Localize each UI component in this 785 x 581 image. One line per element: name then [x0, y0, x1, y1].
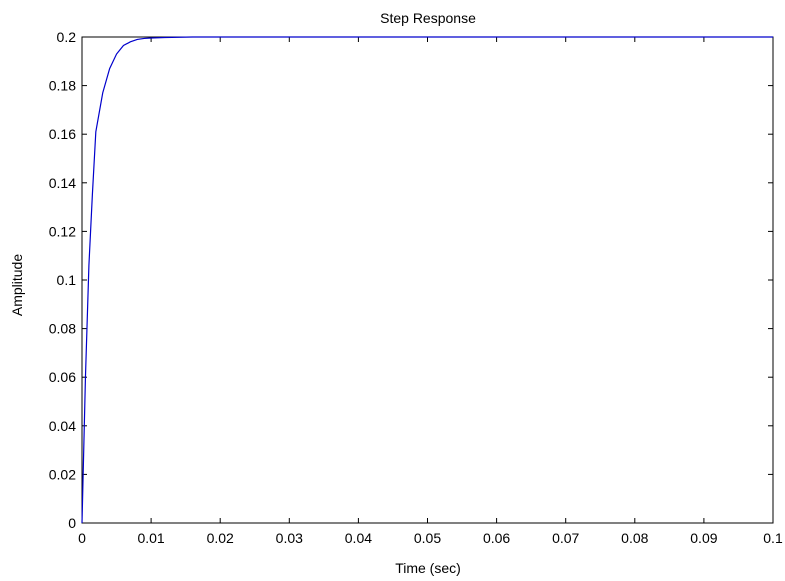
y-tick-label: 0.14 [49, 175, 76, 191]
x-tick-label: 0.04 [345, 530, 372, 546]
x-tick-label: 0.08 [621, 530, 648, 546]
y-tick-label: 0.1 [57, 272, 77, 288]
y-tick-label: 0.18 [49, 78, 76, 94]
x-tick-label: 0.05 [414, 530, 441, 546]
y-tick-label: 0.06 [49, 369, 76, 385]
y-tick-label: 0.12 [49, 223, 76, 239]
x-tick-label: 0.01 [137, 530, 164, 546]
x-tick-label: 0.1 [763, 530, 783, 546]
x-tick-label: 0.07 [552, 530, 579, 546]
x-tick-label: 0.02 [207, 530, 234, 546]
series-line-0 [81, 36, 773, 524]
y-tick-label: 0 [68, 515, 76, 531]
x-axis-label: Time (sec) [395, 560, 461, 576]
x-tick-label: 0.06 [483, 530, 510, 546]
y-tick-label: 0.02 [49, 466, 76, 482]
x-tick-label: 0.09 [690, 530, 717, 546]
y-tick-label: 0.08 [49, 321, 76, 337]
y-tick-label: 0.16 [49, 126, 76, 142]
x-tick-label: 0.03 [276, 530, 303, 546]
y-tick-label: 0.2 [57, 29, 77, 45]
y-tick-label: 0.04 [49, 418, 76, 434]
chart-title: Step Response [380, 10, 476, 26]
x-tick-label: 0 [78, 530, 86, 546]
y-axis-label: Amplitude [9, 254, 25, 316]
plot-area: 0 0.01 0.02 0.03 0.04 0.05 0.06 0.07 0.08 0.09 0.1… [49, 29, 783, 546]
